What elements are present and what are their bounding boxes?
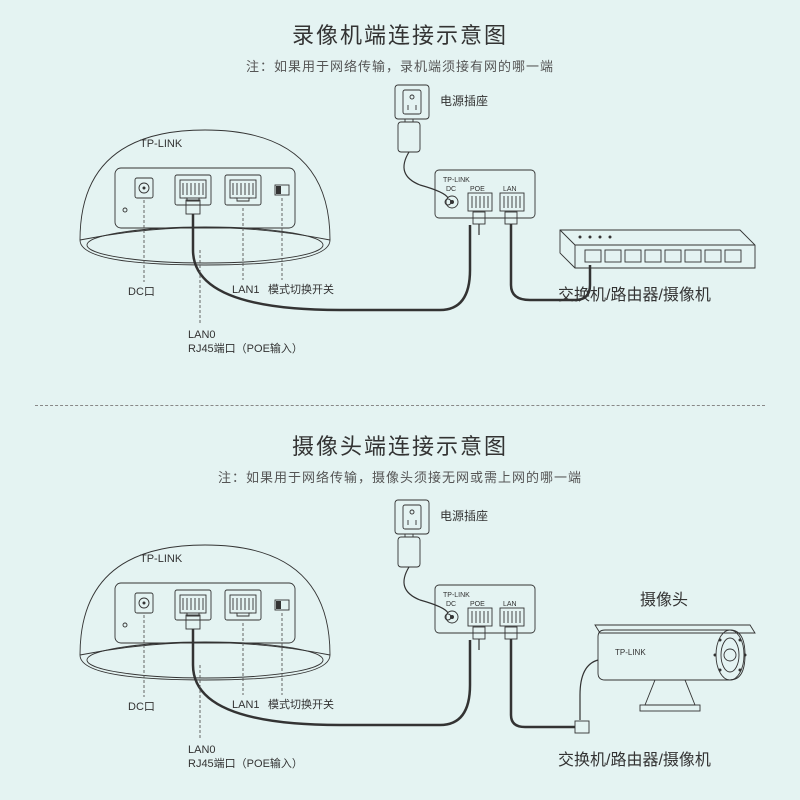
svg-text:RJ45端口（POE输入）: RJ45端口（POE输入）: [188, 756, 303, 770]
svg-text:电源插座: 电源插座: [440, 508, 488, 523]
section-recorder: 录像机端连接示意图 注：如果用于网络传输，录机端须接有网的哪一端 TP-LINK: [0, 0, 800, 405]
label-dc: DC口: [128, 286, 155, 298]
label-power: 电源插座: [440, 93, 488, 108]
title-top: 录像机端连接示意图: [0, 0, 800, 50]
svg-text:POE: POE: [470, 601, 485, 608]
diagram-bottom: TP-LINK: [0, 465, 800, 795]
svg-text:TP-LINK: TP-LINK: [615, 648, 646, 657]
svg-text:LAN: LAN: [503, 601, 517, 608]
diagram-top: TP-LINK: [0, 50, 800, 405]
switch-icon: [560, 230, 755, 268]
svg-text:模式切换开关: 模式切换开关: [268, 697, 334, 711]
section-camera: 摄像头端连接示意图 注：如果用于网络传输，摄像头须接无网或需上网的哪一端 TP-…: [0, 405, 800, 800]
svg-text:LAN: LAN: [503, 186, 517, 193]
label-lan0: LAN0: [188, 329, 216, 341]
svg-text:DC: DC: [446, 601, 456, 608]
svg-text:LAN1: LAN1: [232, 699, 260, 711]
svg-text:TP-LINK: TP-LINK: [443, 177, 470, 184]
label-switch-b: 交换机/路由器/摄像机: [558, 751, 711, 769]
camera-icon: 摄像头 TP-LINK: [580, 591, 755, 720]
svg-text:LAN0: LAN0: [188, 744, 216, 756]
title-bottom: 摄像头端连接示意图: [0, 405, 800, 461]
svg-text:TP-LINK: TP-LINK: [443, 592, 470, 599]
svg-text:DC: DC: [446, 186, 456, 193]
svg-text:POE: POE: [470, 186, 485, 193]
label-lan1: LAN1: [232, 284, 260, 296]
power-outlet-icon: 电源插座: [395, 85, 488, 119]
svg-text:DC口: DC口: [128, 701, 155, 713]
label-switch: 交换机/路由器/摄像机: [558, 286, 711, 304]
cpe-device-icon: TP-LINK: [80, 130, 330, 265]
svg-text:TP-LINK: TP-LINK: [140, 553, 183, 565]
svg-text:TP-LINK: TP-LINK: [140, 138, 183, 150]
cpe-device-icon-b: TP-LINK: [80, 545, 330, 680]
label-rj45: RJ45端口（POE输入）: [188, 341, 303, 355]
label-camera: 摄像头: [640, 591, 688, 609]
label-mode: 模式切换开关: [268, 282, 334, 296]
poe-injector-icon: TP-LINK DC POE LAN: [435, 170, 535, 218]
power-adapter-icon: [398, 119, 451, 205]
